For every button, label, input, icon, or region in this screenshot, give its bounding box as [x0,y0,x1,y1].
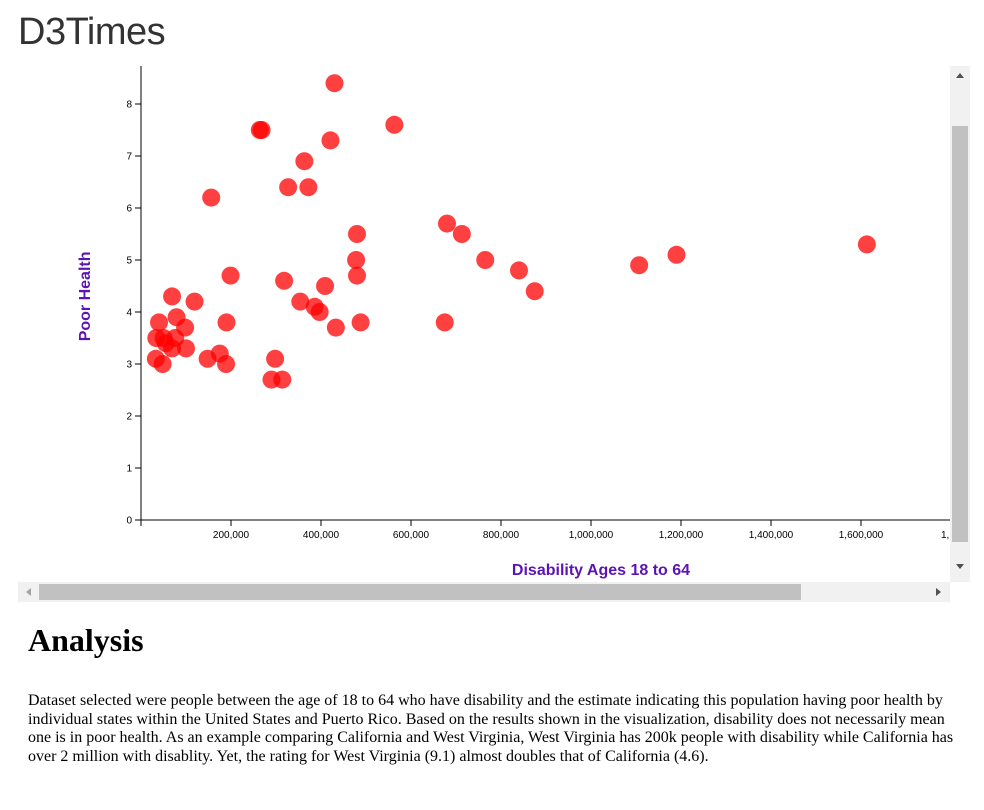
data-point [435,313,454,332]
data-point [325,74,344,93]
y-tick-label: 0 [126,516,132,527]
data-point [266,349,285,368]
y-tick-label: 3 [126,360,132,371]
x-tick-label: 1,000,000 [569,530,614,541]
data-point [217,355,236,373]
data-point [252,121,271,139]
data-point [348,225,366,243]
data-point [510,261,528,280]
data-point [177,339,195,358]
site-brand: D3Times [18,11,166,53]
data-point [385,115,404,134]
data-point [310,303,329,321]
scroll-up-arrow-icon[interactable] [956,73,964,78]
data-point [476,251,495,269]
data-point [351,313,370,332]
y-tick-label: 8 [126,100,132,111]
y-tick-label: 1 [126,464,132,475]
horizontal-scroll-thumb[interactable] [39,584,801,600]
x-tick-label: 800,000 [483,530,520,541]
data-points [146,74,876,389]
y-tick-label: 5 [126,256,132,267]
chart-scroll-container[interactable]: 200,000 400,000 600,000 800,000 1,000,000 1,2… [18,66,970,602]
vertical-scroll-thumb[interactable] [952,126,968,542]
scatter-chart: 200,000 400,000 600,000 800,000 1,000,000 1,2… [77,66,950,579]
data-point [163,287,182,306]
data-point [217,313,236,332]
x-axis-title[interactable]: Disability Ages 18 to 64 [512,562,690,579]
data-point [295,152,314,171]
data-point [185,292,204,311]
analysis-paragraph: Dataset selected were people between the… [28,692,954,765]
vertical-scrollbar[interactable] [950,66,970,582]
data-point [347,251,366,269]
scroll-right-arrow-icon[interactable] [936,588,941,596]
data-point [438,214,456,233]
data-point [326,318,345,337]
data-point [525,282,544,301]
data-point [321,131,340,150]
data-point [273,370,292,389]
data-point [667,245,686,264]
x-tick-label-partial: 1, [941,530,949,541]
y-tick-label: 7 [126,152,132,163]
x-tick-label: 200,000 [213,530,250,541]
analysis-heading: Analysis [28,622,144,658]
data-point [279,178,298,197]
data-point [202,188,221,207]
data-point [857,235,876,254]
x-tick-label: 600,000 [393,530,430,541]
y-axis: 0 1 2 3 4 5 6 7 8 [126,66,142,527]
data-point [452,225,471,243]
scroll-down-arrow-icon[interactable] [956,564,964,569]
data-point [348,266,366,285]
x-tick-label: 1,200,000 [659,530,704,541]
data-point [153,355,172,373]
x-tick-label: 1,600,000 [839,530,884,541]
data-point [150,313,168,332]
y-tick-label: 6 [126,204,132,215]
x-axis: 200,000 400,000 600,000 800,000 1,000,000 1,2… [140,519,950,541]
y-tick-label: 4 [126,308,132,319]
data-point [316,277,335,295]
data-point [299,178,318,197]
x-tick-label: 400,000 [303,530,340,541]
data-point [275,271,294,290]
y-tick-label: 2 [126,412,132,423]
data-point [630,256,649,275]
x-tick-label: 1,400,000 [749,530,794,541]
data-point [291,292,310,311]
y-axis-title[interactable]: Poor Health [77,252,94,342]
horizontal-scrollbar[interactable] [18,582,950,602]
scroll-left-arrow-icon[interactable] [26,588,31,596]
data-point [163,339,182,358]
data-point [221,266,240,285]
